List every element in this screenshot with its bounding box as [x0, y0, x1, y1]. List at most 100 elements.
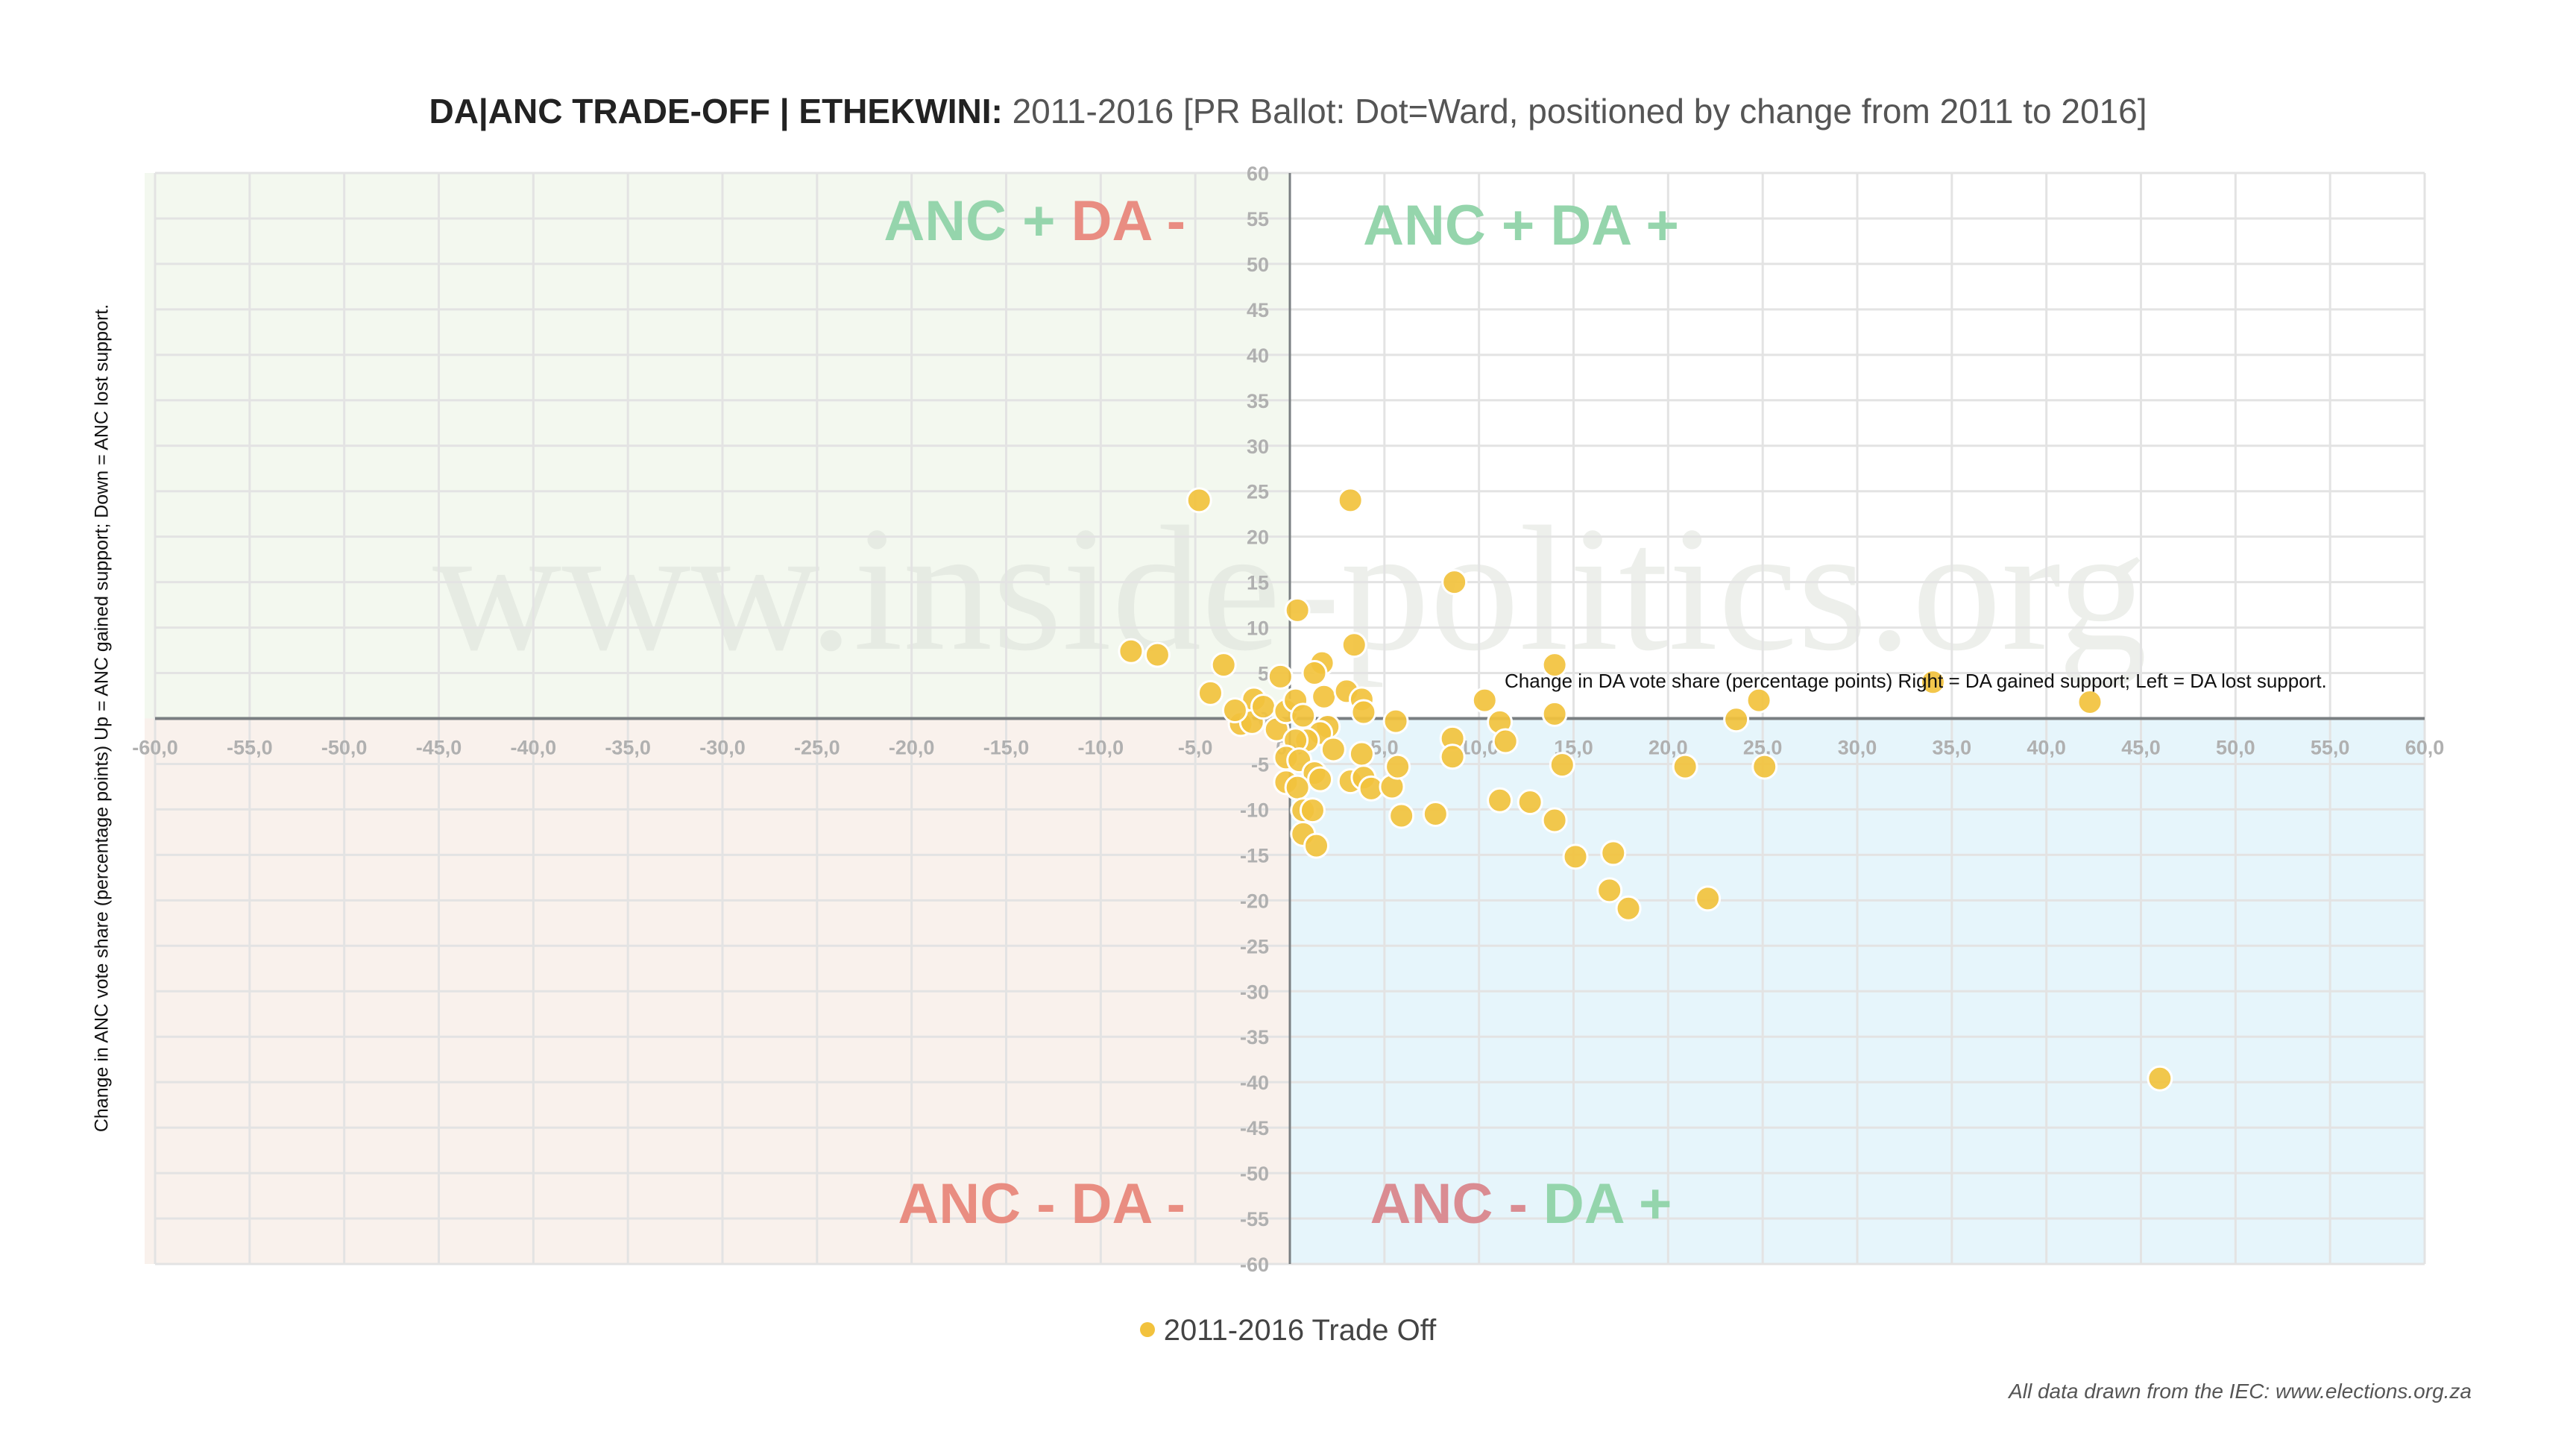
y-tick-label: 30	[1247, 435, 1269, 458]
legend-label: 2011-2016 Trade Off	[1163, 1314, 1437, 1347]
data-point	[1549, 752, 1575, 779]
quadrant-label-part: DA -	[1071, 189, 1185, 253]
y-tick-label: -25	[1240, 935, 1269, 958]
y-tick-label: 60	[1247, 163, 1269, 185]
x-tick-label: -10,0	[1078, 737, 1124, 759]
y-tick-label: 20	[1247, 526, 1269, 549]
y-tick-label: 35	[1247, 390, 1269, 412]
y-tick-label: -30	[1240, 981, 1269, 1003]
data-point	[1348, 740, 1375, 767]
data-point	[1471, 687, 1498, 714]
y-tick-label: -5	[1251, 753, 1269, 776]
chart-title-bold: DA|ANC TRADE-OFF | ETHEKWINI:	[429, 92, 1003, 131]
x-tick-label: -55,0	[227, 737, 273, 759]
x-axis-title: Change in DA vote share (percentage poin…	[1505, 670, 2327, 692]
quadrant-label-bl: ANC - DA -	[898, 1172, 1185, 1236]
x-tick-labels: -60,0 -55,0 -50,0 -45,0 -40,0 -35,0 -30,0 -25,0…	[132, 737, 2444, 759]
data-point	[1672, 753, 1698, 780]
quadrant-labels: ANC + DA - ANC + DA +ANC - DA - ANC - DA +	[884, 189, 1679, 1236]
x-tick-label: -25,0	[794, 737, 840, 759]
y-tick-label: 25	[1247, 481, 1269, 503]
y-tick-label: 10	[1247, 617, 1269, 640]
data-point	[1307, 766, 1334, 793]
data-point	[1303, 832, 1330, 859]
data-point	[1517, 789, 1543, 816]
x-tick-label: -40,0	[511, 737, 557, 759]
quadrant-label-part: ANC -	[1370, 1172, 1543, 1236]
data-point	[1492, 728, 1519, 755]
y-tick-label: -40	[1240, 1072, 1269, 1094]
data-point	[2076, 689, 2103, 716]
data-point	[1267, 663, 1294, 690]
x-tick-label: -60,0	[132, 737, 178, 759]
data-point	[1385, 753, 1411, 780]
quadrant-label-br: ANC - DA +	[1370, 1172, 1672, 1236]
legend[interactable]: 2011-2016 Trade Off	[0, 1314, 2576, 1348]
data-point	[2147, 1065, 2173, 1092]
data-points	[1118, 487, 2173, 1092]
data-point	[1221, 697, 1248, 724]
y-tick-label: 55	[1247, 208, 1269, 230]
x-tick-label: 55,0	[2311, 737, 2350, 759]
quadrant-label-tr: ANC + DA +	[1363, 194, 1679, 257]
legend-dot-icon	[1139, 1322, 1155, 1338]
data-point	[1562, 843, 1589, 870]
data-point	[1439, 743, 1466, 770]
x-tick-label: -20,0	[889, 737, 935, 759]
data-point	[1337, 487, 1364, 514]
chart-title: DA|ANC TRADE-OFF | ETHEKWINI: 2011-2016 …	[0, 91, 2576, 131]
y-tick-label: 5	[1258, 663, 1269, 685]
data-point	[1745, 687, 1772, 714]
y-tick-label: -60	[1240, 1254, 1269, 1276]
x-tick-label: 40,0	[2027, 737, 2066, 759]
x-tick-label: 35,0	[1933, 737, 1972, 759]
data-point	[1441, 569, 1468, 596]
data-point	[1382, 708, 1409, 735]
quadrant-label-part: ANC + DA +	[1363, 194, 1679, 257]
data-point	[1541, 652, 1568, 679]
y-tick-label: -10	[1240, 799, 1269, 821]
data-point	[1301, 660, 1328, 687]
data-point	[1919, 669, 1946, 696]
data-point	[1290, 702, 1317, 729]
data-point	[1311, 683, 1338, 710]
x-tick-label: 10,0	[1459, 737, 1499, 759]
y-tick-label: -20	[1240, 890, 1269, 912]
x-tick-label: -50,0	[321, 737, 368, 759]
x-tick-label: -15,0	[983, 737, 1030, 759]
x-tick-label: 45,0	[2121, 737, 2161, 759]
data-point	[1615, 895, 1642, 922]
x-tick-label: -35,0	[605, 737, 651, 759]
quadrant-label-tl: ANC + DA -	[884, 189, 1185, 253]
y-tick-label: -15	[1240, 844, 1269, 867]
data-point	[1197, 679, 1224, 706]
data-point	[1250, 694, 1276, 720]
y-tick-label: 15	[1247, 572, 1269, 594]
data-point	[1388, 802, 1415, 829]
y-tick-label: 45	[1247, 299, 1269, 321]
y-tick-label: -55	[1240, 1208, 1269, 1230]
y-tick-label: 40	[1247, 345, 1269, 367]
data-point	[1284, 597, 1311, 623]
data-point	[1118, 638, 1144, 664]
data-point	[1600, 840, 1627, 867]
y-tick-label: -35	[1240, 1026, 1269, 1048]
data-point	[1751, 753, 1778, 780]
data-point	[1695, 885, 1722, 912]
quadrant-label-part: ANC +	[884, 189, 1071, 253]
data-point	[1487, 787, 1514, 814]
data-point	[1341, 632, 1367, 658]
source-note: All data drawn from the IEC: www.electio…	[2009, 1380, 2472, 1403]
data-point	[1320, 736, 1347, 763]
data-point	[1541, 700, 1568, 727]
data-point	[1422, 801, 1449, 828]
data-point	[1284, 774, 1311, 801]
y-tick-labels: 605550454035302520151050-5-10-15-20-25-3…	[1240, 163, 1269, 1276]
y-tick-label: -45	[1240, 1117, 1269, 1139]
quadrant-label-part: DA +	[1543, 1172, 1672, 1236]
y-tick-label: 50	[1247, 254, 1269, 276]
data-point	[1210, 652, 1237, 679]
x-tick-label: -5,0	[1178, 737, 1213, 759]
chart-title-rest: 2011-2016 [PR Ballot: Dot=Ward, position…	[1002, 92, 2147, 131]
